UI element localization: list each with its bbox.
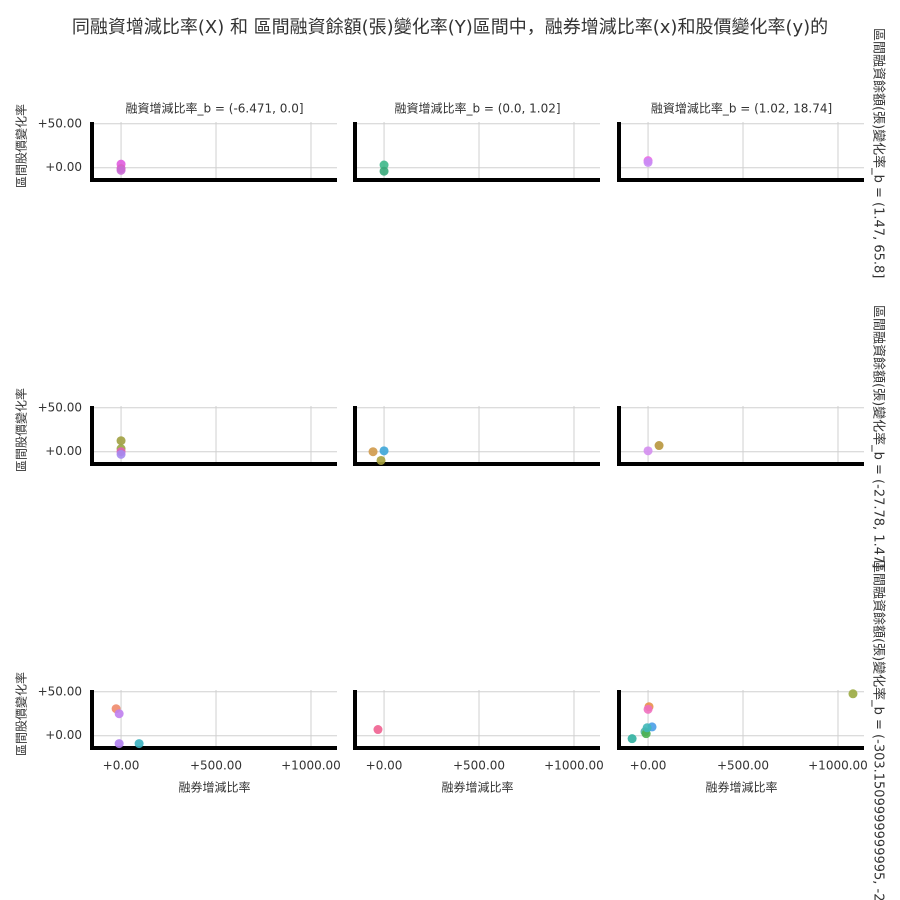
panel-title: 融資增減比率_b = (-6.471, 0.0] [125,101,303,116]
y-tick-label: +50.00 [38,400,82,414]
panel-title: 融資增減比率_b = (1.02, 18.74] [651,101,832,116]
point [134,739,144,749]
x-tick-label: +1000.00 [808,759,868,773]
y-axis-label: 區間股價變化率 [14,672,29,756]
point [379,166,389,176]
row-title: 區間融資餘額(張)變化率_b = (-303.1509999999995, -2… [871,560,887,900]
x-axis-label: 融券增減比率 [178,780,250,795]
x-tick-label: +1000.00 [281,759,341,773]
y-tick-label: +50.00 [38,684,82,698]
y-tick-label: +0.00 [45,728,82,742]
x-tick-label: +500.00 [453,759,505,773]
x-tick-label: +0.00 [366,759,403,773]
point [643,704,653,714]
point [116,449,126,459]
point [848,689,858,699]
point [379,446,389,456]
row-title: 區間融資餘額(張)變化率_b = (1.47, 65.8] [871,28,887,278]
point [643,446,653,456]
x-tick-label: +500.00 [190,759,242,773]
point [116,165,126,175]
point [642,723,652,733]
x-tick-label: +1000.00 [544,759,604,773]
x-axis-label: 融券增減比率 [441,780,513,795]
point [114,709,124,719]
y-tick-label: +50.00 [38,116,82,130]
x-axis-label: 融券增減比率 [705,780,777,795]
point [373,725,383,735]
x-tick-label: +500.00 [717,759,769,773]
point [116,436,126,446]
point [376,455,386,465]
point [654,441,664,451]
point [368,447,378,457]
panel-title: 融資增減比率_b = (0.0, 1.02] [394,101,560,116]
point [114,739,124,749]
y-tick-label: +0.00 [45,444,82,458]
y-axis-label: 區間股價變化率 [14,104,29,188]
point [643,157,653,167]
point [627,734,637,744]
y-tick-label: +0.00 [45,160,82,174]
y-axis-label: 區間股價變化率 [14,388,29,472]
chart-title: 同融資增減比率(X) 和 區間融資餘額(張)變化率(Y)區間中，融券增減比率(x… [72,17,828,38]
x-tick-label: +0.00 [630,759,667,773]
row-title: 區間融資餘額(張)變化率_b = (-27.78, 1.47] [871,305,887,568]
point [379,160,389,170]
x-tick-label: +0.00 [103,759,140,773]
